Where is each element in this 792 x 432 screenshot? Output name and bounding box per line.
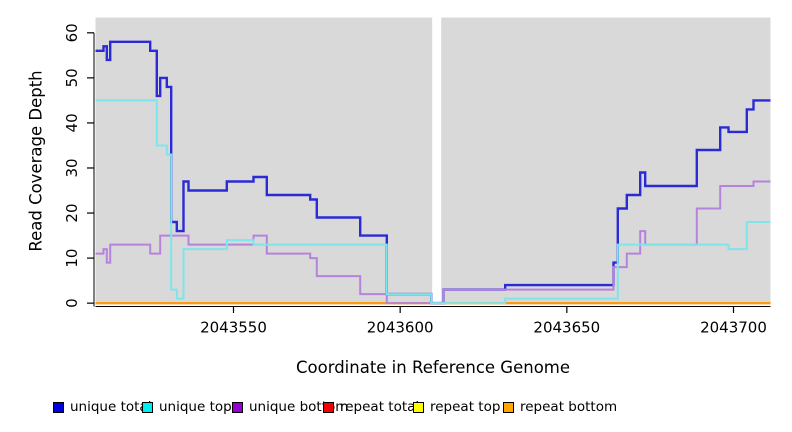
y-tick-label: 30 <box>63 158 81 177</box>
x-tick-label: 2043650 <box>533 319 600 337</box>
x-tick-label: 2043600 <box>367 319 434 337</box>
series-line-unique-top <box>95 99 771 305</box>
series-line-unique-total <box>95 40 771 305</box>
y-tick-label: 10 <box>63 249 81 268</box>
y-tick-label: 60 <box>63 23 81 42</box>
x-tick-label: 2043550 <box>200 319 267 337</box>
x-axis-label: Coordinate in Reference Genome <box>295 358 571 377</box>
x-tick-label: 2043700 <box>700 319 767 337</box>
y-tick-label: 0 <box>63 298 81 308</box>
y-axis-label: Read Coverage Depth <box>26 70 46 252</box>
y-tick-label: 20 <box>63 203 81 222</box>
y-tick-label: 40 <box>63 113 81 132</box>
y-tick-label: 50 <box>63 68 81 87</box>
gap-band <box>432 17 442 305</box>
